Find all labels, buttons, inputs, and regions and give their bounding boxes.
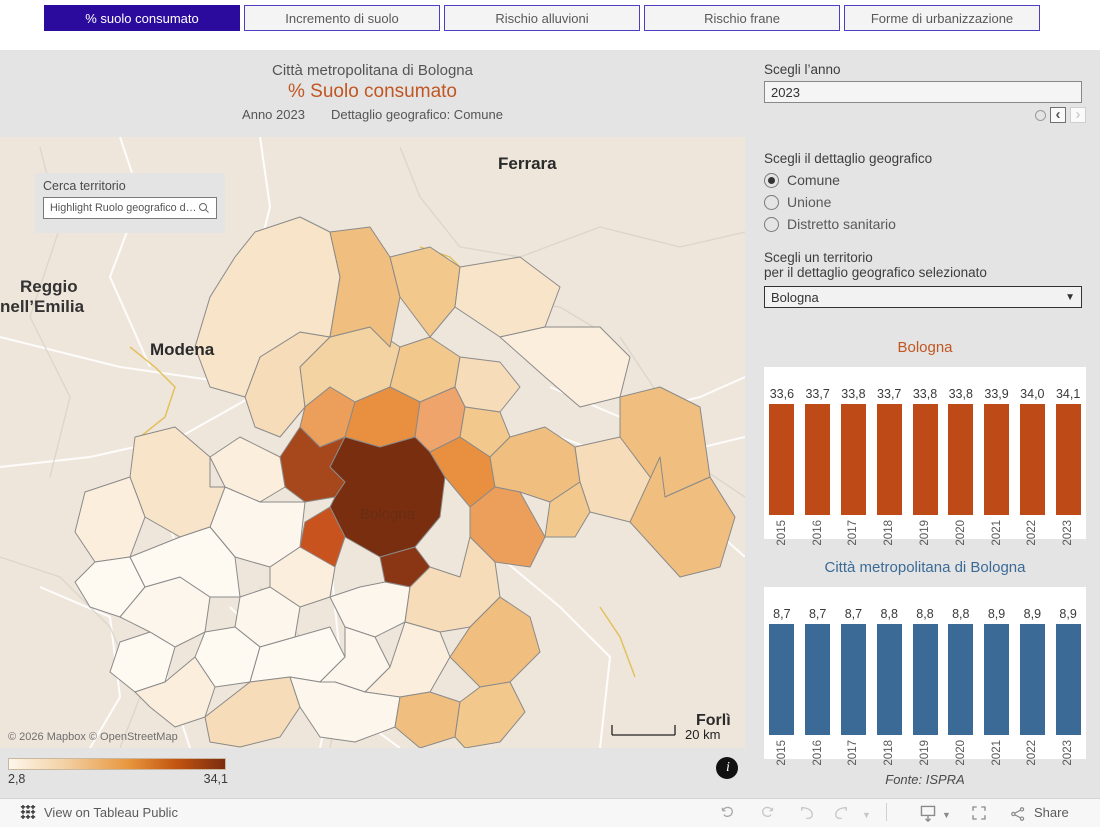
svg-text:Reggio: Reggio [20,277,78,296]
svg-text:nell’Emilia: nell’Emilia [0,297,85,316]
svg-text:© 2026 Mapbox © OpenStreetMap: © 2026 Mapbox © OpenStreetMap [8,731,178,743]
svg-text:Ferrara: Ferrara [498,154,557,173]
svg-text:Modena: Modena [150,340,215,359]
svg-text:Bologna: Bologna [360,506,416,523]
svg-text:20 km: 20 km [685,727,720,742]
